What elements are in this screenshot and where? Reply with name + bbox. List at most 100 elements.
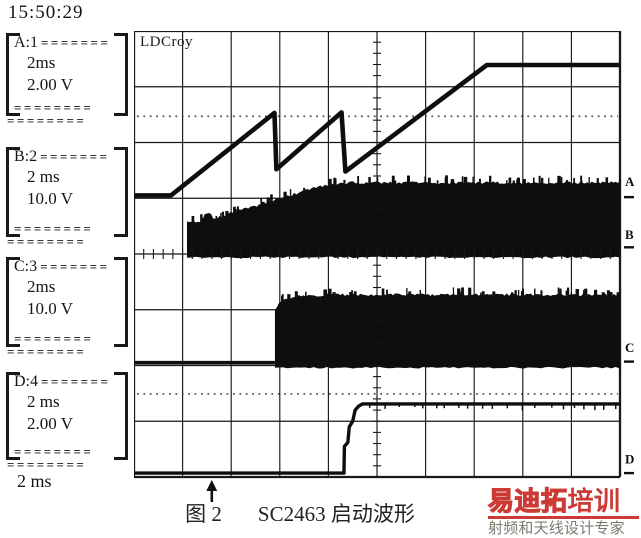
band-noise-spike (261, 201, 265, 206)
channel-scale: 2.00 V (27, 75, 73, 94)
band-noise-spike (512, 180, 515, 184)
watermark: 易迪拓培训 射频和天线设计专家 (487, 487, 641, 538)
band-noise-spike (461, 287, 464, 296)
channel-box-header: C:3 ======= (14, 258, 122, 275)
channel-label: A:1 (14, 34, 38, 51)
band-noise-spike (381, 288, 385, 296)
channel-header-dashes: ======= (41, 375, 111, 388)
right-marker-d: D (625, 452, 634, 467)
band-noise-spike (508, 177, 512, 184)
trace-band-c (274, 293, 620, 369)
band-noise-spike (541, 177, 544, 184)
band-noise-spike (332, 292, 336, 296)
band-noise-spike (573, 177, 575, 184)
band-noise-spike (520, 291, 525, 296)
scope-brand-label: LDCroy (140, 34, 193, 50)
channel-label: B:2 (14, 148, 38, 165)
channel-scale: 10.0 V (27, 299, 73, 318)
band-noise-spike (191, 216, 195, 223)
band-noise-spike (570, 292, 573, 296)
band-noise-spike (351, 290, 353, 296)
band-noise-spike (333, 177, 336, 185)
band-noise-spike (538, 175, 541, 184)
band-noise-spike (200, 214, 203, 223)
trigger-arrow-icon (206, 480, 218, 491)
channel-below-dashes: ======== (7, 235, 87, 248)
channel-bottom-dashes: ======== (14, 332, 94, 345)
band-noise-spike (281, 295, 283, 303)
band-noise-spike (391, 175, 395, 184)
band-noise-spike (516, 179, 520, 184)
channel-below-dashes: ======== (7, 458, 87, 471)
band-noise-spike (406, 288, 408, 296)
right-marker-c: C (625, 340, 634, 355)
band-noise-spike (428, 177, 431, 184)
band-noise-spike (215, 215, 218, 220)
band-noise-spike (532, 177, 535, 184)
band-noise-spike (559, 288, 562, 296)
band-noise-spike (478, 178, 481, 184)
band-noise-spike (575, 288, 579, 296)
band-noise-spike (270, 194, 273, 203)
band-noise-spike (517, 289, 520, 296)
band-noise-spike (480, 292, 482, 296)
band-noise-spike (386, 289, 388, 296)
band-noise-spike (233, 206, 236, 213)
band-noise-spike (506, 180, 508, 184)
band-noise-spike (584, 288, 588, 296)
band-noise-spike (557, 177, 561, 184)
band-noise-spike (282, 293, 284, 302)
figure-title: SC2463 启动波形 (257, 502, 415, 526)
band-noise-spike (305, 291, 307, 298)
channel-box-header: B:2 ======= (14, 148, 122, 165)
channel-bottom-dashes: ======== (14, 445, 94, 458)
channel-box-b2: B:2 ======= 2 ms 10.0 V ======== =======… (6, 147, 128, 248)
band-noise-spike (492, 291, 496, 296)
band-noise-spike (260, 197, 263, 206)
band-noise-spike (424, 176, 427, 184)
band-noise-spike (266, 197, 270, 204)
channel-box-d4: D:4 ======= 2 ms 2.00 V ======== =======… (6, 372, 128, 471)
channel-bottom-dashes: ======== (14, 101, 94, 114)
band-noise-spike (588, 177, 590, 184)
channel-scale: 10.0 V (27, 189, 73, 208)
channel-timebase: 2ms (27, 53, 56, 72)
band-noise-spike (450, 179, 455, 184)
channel-timebase: 2 ms (27, 167, 60, 186)
band-noise-spike (468, 287, 472, 296)
watermark-brand: 易迪拓培训 (487, 487, 641, 516)
band-noise-spike (295, 294, 298, 299)
band-noise-spike (328, 178, 332, 186)
band-noise-spike (287, 294, 291, 301)
band-noise-spike (393, 180, 397, 184)
watermark-tagline: 射频和天线设计专家 (488, 521, 625, 537)
band-noise-spike (335, 178, 337, 185)
channel-bottom-dashes: ======== (14, 222, 94, 235)
band-noise-spike (461, 176, 464, 184)
right-marker-b: B (625, 227, 634, 242)
band-noise-spike (566, 287, 570, 296)
band-noise-spike (323, 289, 327, 296)
band-noise-spike (580, 175, 583, 184)
trace-line-d (134, 402, 620, 475)
band-noise-spike (376, 177, 379, 184)
channel-label: C:3 (14, 258, 38, 275)
figure-caption: 图 2 SC2463 启动波形 (118, 498, 482, 528)
watermark-brand-light: 易迪拓 (487, 487, 568, 516)
channel-header-dashes: ======= (41, 36, 111, 49)
band-noise-spike (408, 291, 412, 296)
band-noise-spike (236, 206, 239, 212)
channel-label: D:4 (14, 373, 38, 390)
band-noise-spike (481, 291, 485, 296)
watermark-underline (488, 516, 639, 519)
channel-box-a1: A:1 ======= 2ms 2.00 V ======== ======== (6, 33, 128, 127)
band-noise-spike (565, 180, 569, 184)
band-noise-spike (220, 212, 222, 218)
band-noise-spike (452, 287, 455, 296)
channel-timebase: 2ms (27, 277, 56, 296)
trigger-arrow-stem (210, 489, 214, 502)
band-noise-spike (609, 292, 613, 296)
timebase-label: 2 ms (17, 471, 52, 491)
trace-line-a (134, 62, 620, 198)
band-noise-spike (489, 175, 492, 184)
